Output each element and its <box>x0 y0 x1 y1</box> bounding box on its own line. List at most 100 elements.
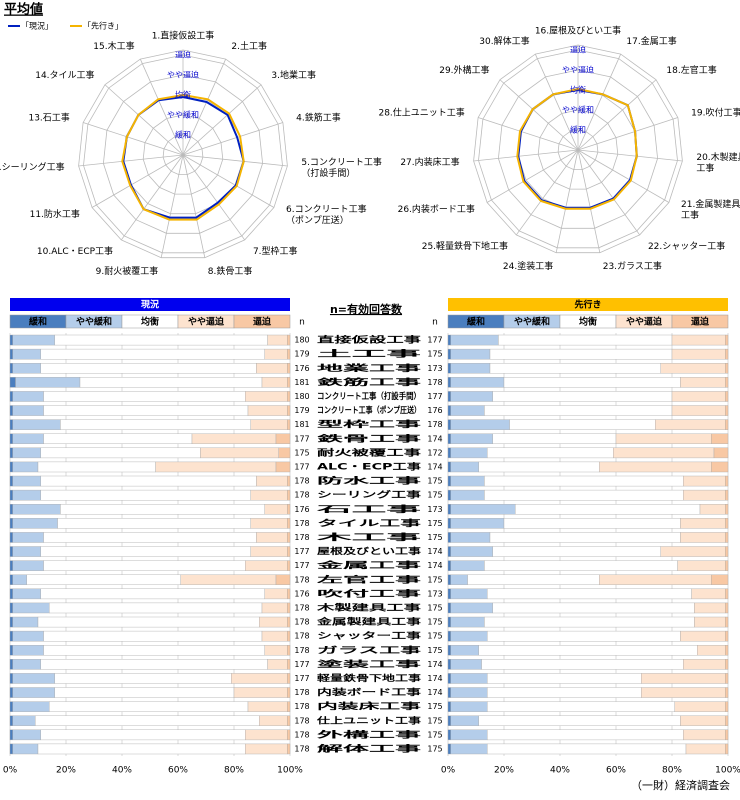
bar-segment <box>489 532 681 543</box>
radar-spoke <box>577 149 683 162</box>
bar-segment <box>447 602 451 614</box>
bar-segment <box>484 616 695 628</box>
bar-segment <box>447 743 451 755</box>
bar-segment <box>287 546 291 557</box>
bar-segment <box>9 630 13 642</box>
bar-segment <box>267 659 288 670</box>
bar-segment <box>12 461 39 473</box>
bar-segment <box>450 405 485 416</box>
x-tick-label: 20% <box>494 766 514 776</box>
bar-segment <box>261 602 288 614</box>
n-value: 181 <box>294 378 309 387</box>
bar-segment <box>450 504 516 515</box>
legend-cell <box>671 314 729 329</box>
bar-segment <box>12 447 42 459</box>
bar-segment <box>12 532 44 543</box>
radar-axis-label: 24.塗装工事 <box>503 260 553 272</box>
bar-segment <box>680 532 726 543</box>
n-value: 175 <box>427 730 442 739</box>
bar-segment <box>450 588 488 600</box>
bar-segment <box>447 461 451 473</box>
bar-segment <box>694 602 726 614</box>
radar-tick-label: 逼迫 <box>175 50 191 60</box>
row-label: 鉄骨工事 <box>317 433 422 444</box>
legend-cell <box>233 314 291 329</box>
bar-segment <box>35 715 260 727</box>
radar-spoke <box>182 84 262 156</box>
bar-segment <box>287 687 291 698</box>
bar-segment <box>287 377 291 388</box>
row-label: 土工事 <box>317 349 423 360</box>
bar-segment <box>40 489 251 501</box>
legend-label: 緩和 <box>29 316 47 328</box>
bar-segment <box>287 645 291 656</box>
bar-segment <box>49 701 249 712</box>
bar-segment <box>12 518 58 529</box>
bar-segment <box>655 419 726 430</box>
page-title: 平均値 <box>4 2 43 18</box>
bar-segment <box>713 447 729 459</box>
bar-segment <box>287 504 291 515</box>
bar-segment <box>487 687 642 698</box>
bar-segment <box>450 574 468 586</box>
bar-segment <box>450 489 485 501</box>
bar-segment <box>79 377 263 388</box>
panel-title-bar <box>10 298 290 311</box>
bar-segment <box>250 489 288 501</box>
bar-segment <box>487 630 681 642</box>
bar-segment <box>447 363 451 374</box>
bar-segment <box>9 405 13 416</box>
bar-segment <box>725 701 729 712</box>
bar-segment <box>9 743 13 755</box>
legend-label: やや緩和 <box>76 316 112 328</box>
bar-segment <box>447 447 451 459</box>
bar-segment <box>447 433 451 445</box>
radar-tick-label: 均衡 <box>570 85 586 95</box>
n-value: 178 <box>294 491 309 500</box>
bar-segment <box>725 659 729 670</box>
n-value: 174 <box>427 561 442 570</box>
legend-label: 均衡 <box>141 316 159 328</box>
n-value: 175 <box>427 618 442 627</box>
bar-segment <box>264 348 288 360</box>
radar-spoke <box>160 154 184 258</box>
bar-segment <box>450 391 493 402</box>
bar-segment <box>450 363 491 374</box>
bar-segment <box>450 518 505 529</box>
row-label: 左官工事 <box>314 574 423 585</box>
bar-segment <box>40 348 265 360</box>
bar-segment <box>660 363 726 374</box>
row-label: シーリング工事 <box>317 490 422 501</box>
bar-segment <box>287 348 291 360</box>
bar-segment <box>515 504 701 515</box>
n-value: 174 <box>427 547 442 556</box>
radar-spoke <box>577 149 670 203</box>
radar-grid-ring <box>557 129 599 171</box>
radar-axis-label: 14.タイル工事 <box>35 69 94 81</box>
n-value: 178 <box>427 378 442 387</box>
radar-axis-label: 5.コンクリート工事（打設手間） <box>301 155 382 178</box>
bar-segment <box>447 504 451 515</box>
bar-segment <box>12 363 42 374</box>
bar-segment <box>259 616 288 628</box>
bar-segment <box>287 475 291 487</box>
bar-segment <box>447 377 451 388</box>
bar-segment <box>671 405 726 416</box>
bar-segment <box>264 645 288 656</box>
radar-tick-label: 緩和 <box>570 125 586 135</box>
bar-segment <box>492 391 673 402</box>
radar-grid-ring <box>83 54 283 254</box>
bar-segment <box>711 433 729 445</box>
radar-tick-label: 緩和 <box>175 130 191 140</box>
bar-segment <box>9 645 13 656</box>
bar-segment <box>450 433 493 445</box>
radar-grid-ring <box>478 49 678 249</box>
radar-spoke <box>182 58 227 156</box>
radar-grid-ring <box>78 49 288 259</box>
bar-segment <box>487 729 684 741</box>
bar-segment <box>180 574 277 586</box>
bar-segment <box>155 461 277 473</box>
bar-segment <box>725 532 729 543</box>
n-value: 177 <box>294 434 309 443</box>
bar-segment <box>12 405 44 416</box>
